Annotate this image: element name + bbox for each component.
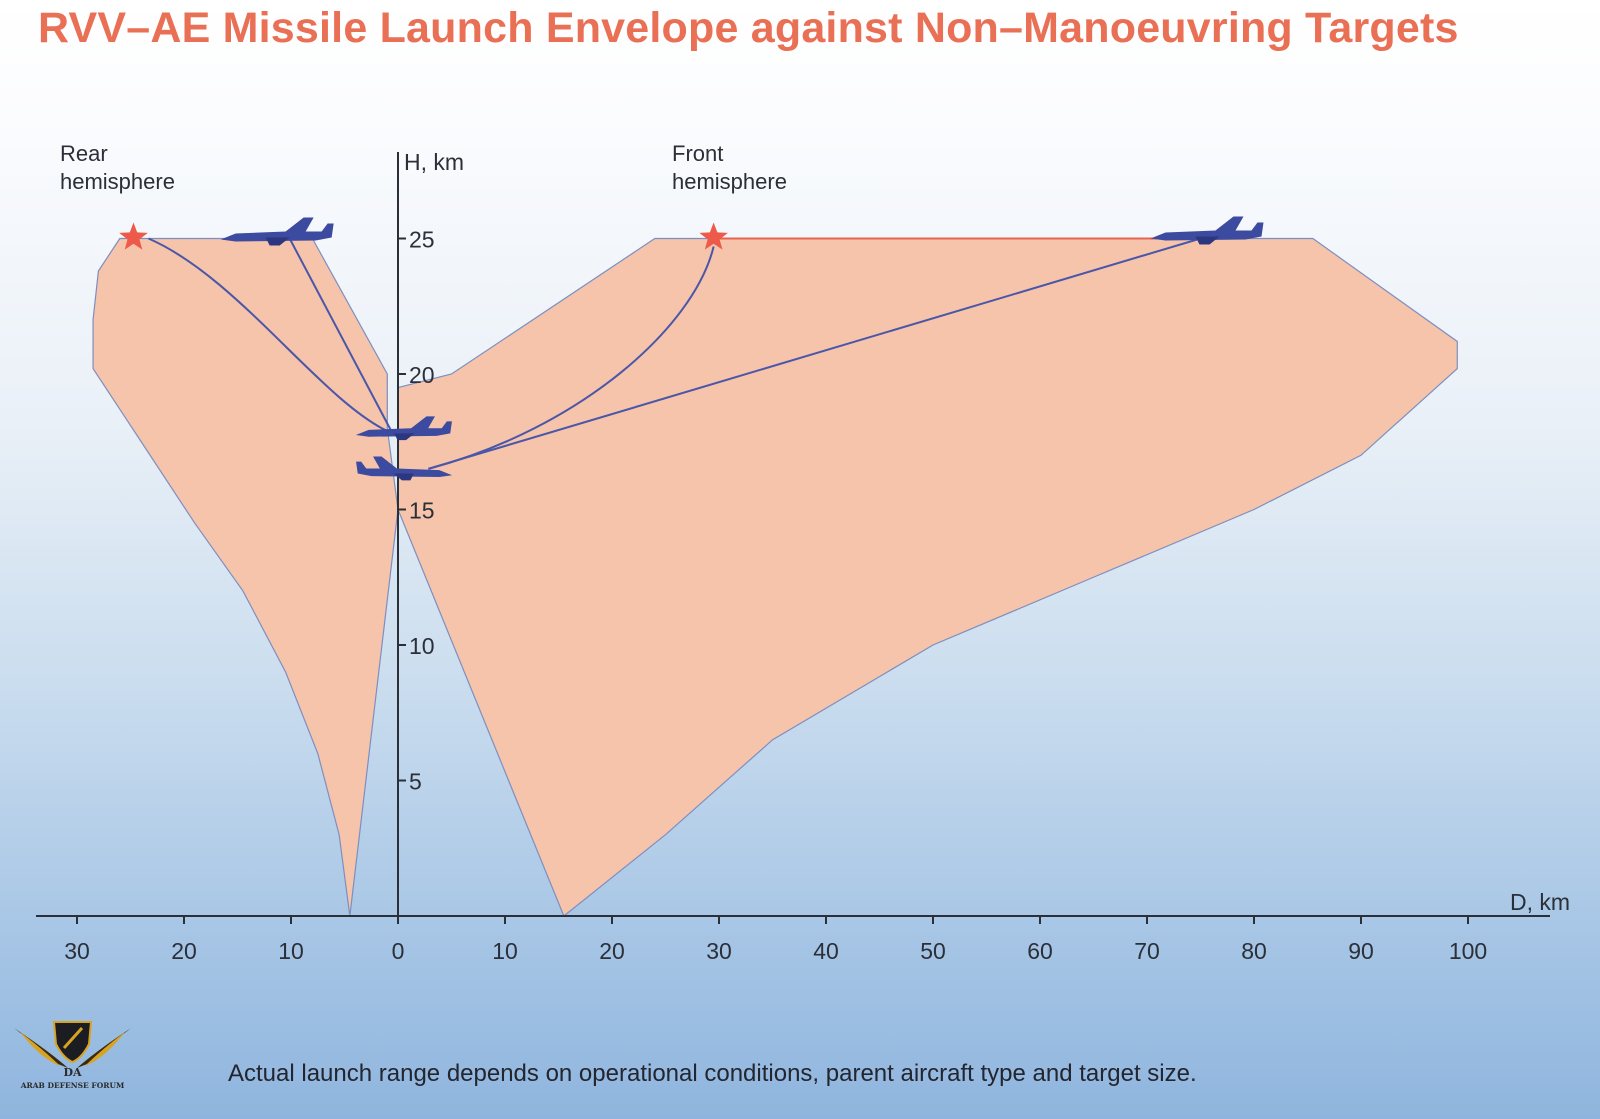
- front-missile-burst-icon: [699, 222, 728, 250]
- chart-title: RVV–AE Missile Launch Envelope against N…: [38, 4, 1459, 52]
- x-tick-label: 20: [171, 938, 197, 964]
- svg-text:DA: DA: [63, 1066, 82, 1079]
- y-axis-label: H, km: [404, 149, 464, 175]
- rear-missile-trajectory: [148, 237, 394, 435]
- svg-text:ARAB DEFENSE FORUM: ARAB DEFENSE FORUM: [20, 1081, 125, 1090]
- x-tick-label: 40: [813, 938, 839, 964]
- rear-launch-aircraft-icon: [355, 416, 452, 441]
- x-tick-label: 90: [1348, 938, 1374, 964]
- rear-hemisphere-label: hemisphere: [60, 169, 175, 194]
- x-tick-label: 0: [392, 938, 405, 964]
- rear-missile-burst-icon: [119, 222, 148, 250]
- front-launch-aircraft-icon: [356, 456, 453, 481]
- x-tick-label: 30: [64, 938, 90, 964]
- y-tick-label: 5: [409, 769, 422, 795]
- x-tick-label: 10: [278, 938, 304, 964]
- rear-target-sightline: [288, 238, 394, 435]
- x-tick-label: 60: [1027, 938, 1053, 964]
- front-hemisphere-envelope: [397, 237, 1458, 917]
- forum-logo-icon: DA ARAB DEFENSE FORUM: [14, 1021, 131, 1090]
- x-tick-label: 100: [1449, 938, 1487, 964]
- front-target-sightline: [428, 237, 1201, 470]
- y-tick-label: 10: [409, 633, 435, 659]
- x-tick-label: 80: [1241, 938, 1267, 964]
- aircraft-and-bursts: [119, 216, 1264, 481]
- x-axis-label: D, km: [1510, 889, 1570, 915]
- rear-hemisphere-envelope: [92, 237, 399, 917]
- front-hemisphere-label: hemisphere: [672, 169, 787, 194]
- x-tick-label: 20: [599, 938, 625, 964]
- x-tick-label: 50: [920, 938, 946, 964]
- y-tick-label: 15: [409, 498, 435, 524]
- rear-hemisphere-label: Rear: [60, 141, 108, 166]
- x-tick-label: 70: [1134, 938, 1160, 964]
- y-tick-label: 20: [409, 362, 435, 388]
- x-tick-label: 10: [492, 938, 518, 964]
- y-tick-label: 25: [409, 227, 435, 253]
- front-target-aircraft-icon: [1150, 216, 1264, 245]
- footnote: Actual launch range depends on operation…: [228, 1060, 1197, 1087]
- front-hemisphere-label: Front: [672, 141, 723, 166]
- x-tick-label: 30: [706, 938, 732, 964]
- front-missile-trajectory: [428, 246, 715, 470]
- rear-target-aircraft-icon: [220, 217, 334, 246]
